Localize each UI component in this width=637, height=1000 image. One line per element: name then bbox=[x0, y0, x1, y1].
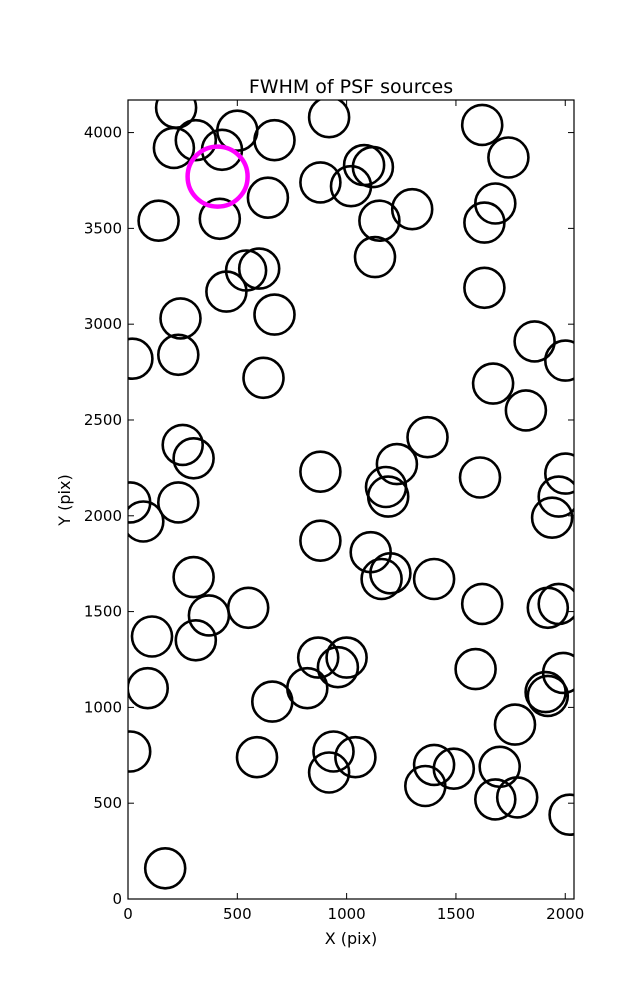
psf-source-marker bbox=[403, 764, 447, 808]
psf-source-marker bbox=[504, 389, 548, 432]
psf-source-marker bbox=[513, 320, 556, 363]
psf-source-marker bbox=[369, 551, 412, 595]
psf-source-marker bbox=[463, 266, 506, 310]
psf-source-marker bbox=[237, 247, 281, 290]
psf-source-marker bbox=[544, 452, 574, 495]
psf-source-marker bbox=[152, 126, 196, 170]
psf-source-marker bbox=[205, 270, 248, 313]
y-tick-label: 2000 bbox=[84, 507, 122, 525]
y-tick-label: 4000 bbox=[84, 124, 122, 142]
psf-source-marker bbox=[253, 293, 296, 336]
psf-source-marker bbox=[242, 356, 285, 400]
psf-source-marker bbox=[253, 118, 296, 162]
psf-source-marker bbox=[172, 436, 215, 480]
y-tick-label: 2500 bbox=[84, 411, 122, 429]
psf-source-marker bbox=[250, 680, 294, 723]
psf-source-marker bbox=[473, 778, 517, 821]
psf-source-marker bbox=[390, 187, 434, 231]
psf-source-marker bbox=[544, 339, 574, 382]
psf-source-marker bbox=[487, 136, 530, 179]
psf-source-marker bbox=[299, 519, 342, 563]
psf-source-marker bbox=[548, 793, 574, 836]
psf-source-marker bbox=[353, 235, 397, 279]
psf-source-marker bbox=[316, 645, 360, 689]
psf-source-marker bbox=[128, 730, 152, 773]
psf-source-marker bbox=[161, 423, 204, 467]
psf-source-marker bbox=[312, 730, 355, 773]
psf-source-marker bbox=[137, 199, 180, 242]
x-tick-label: 1500 bbox=[437, 905, 475, 923]
psf-source-marker bbox=[172, 555, 215, 599]
psf-source-marker bbox=[458, 456, 502, 499]
x-tick-label: 500 bbox=[223, 905, 252, 923]
psf-source-marker bbox=[460, 582, 504, 626]
psf-source-marker bbox=[128, 666, 169, 710]
psf-source-marker bbox=[174, 118, 218, 162]
psf-source-marker bbox=[375, 442, 419, 486]
x-tick-label: 0 bbox=[123, 905, 133, 923]
psf-source-marker bbox=[159, 297, 202, 340]
psf-source-marker bbox=[530, 496, 574, 540]
psf-source-marker bbox=[493, 703, 537, 746]
psf-source-marker bbox=[174, 618, 218, 662]
psf-source-marker bbox=[334, 735, 377, 779]
psf-source-marker bbox=[246, 176, 290, 219]
x-tick-label: 1000 bbox=[328, 905, 366, 923]
psf-source-marker bbox=[128, 337, 154, 380]
highlighted-source-marker bbox=[185, 144, 250, 209]
psf-source-marker bbox=[406, 415, 449, 459]
axis-ticks: 0 500 1000 1500 2000 0 500 1000 1500 2000 2500 3000… bbox=[84, 100, 584, 923]
x-tick-label: 2000 bbox=[546, 905, 584, 923]
psf-source-marker bbox=[471, 362, 515, 405]
psf-source-marker bbox=[358, 199, 401, 242]
psf-source-marker bbox=[526, 674, 570, 718]
psf-source-marker bbox=[157, 481, 200, 524]
x-axis-label: X (pix) bbox=[325, 929, 378, 948]
psf-source-marker bbox=[325, 636, 368, 679]
psf-source-marker bbox=[524, 670, 567, 714]
psf-source-marker bbox=[143, 846, 187, 890]
psf-source-marker bbox=[128, 500, 165, 543]
chart-title: FWHM of PSF sources bbox=[249, 76, 453, 98]
psf-source-marker bbox=[463, 201, 506, 244]
source-markers bbox=[128, 100, 574, 890]
y-tick-label: 1500 bbox=[84, 603, 122, 621]
y-tick-label: 1000 bbox=[84, 698, 122, 716]
psf-source-marker bbox=[296, 636, 340, 679]
y-tick-label: 3500 bbox=[84, 219, 122, 237]
psf-source-marker bbox=[454, 647, 497, 691]
psf-source-marker bbox=[460, 103, 504, 147]
psf-source-marker bbox=[360, 557, 403, 601]
y-tick-label: 3000 bbox=[84, 315, 122, 333]
psf-source-marker bbox=[537, 582, 574, 626]
psf-source-marker bbox=[366, 475, 410, 518]
psf-source-marker bbox=[235, 735, 279, 779]
y-axis-label: Y (pix) bbox=[55, 474, 74, 526]
psf-source-marker bbox=[329, 164, 373, 208]
psf-source-marker bbox=[226, 586, 270, 630]
plot-frame bbox=[127, 99, 575, 900]
psf-source-marker bbox=[495, 776, 539, 819]
psf-source-marker bbox=[299, 161, 342, 204]
psf-source-marker bbox=[307, 100, 351, 139]
psf-source-marker bbox=[537, 475, 574, 518]
psf-source-marker bbox=[412, 557, 456, 601]
psf-source-marker bbox=[307, 751, 351, 794]
psf-source-marker bbox=[299, 450, 342, 494]
y-tick-label: 0 bbox=[112, 890, 122, 908]
psf-source-marker bbox=[187, 594, 231, 637]
psf-source-marker bbox=[130, 615, 174, 658]
y-tick-label: 500 bbox=[93, 794, 122, 812]
psf-source-marker bbox=[157, 333, 200, 377]
psf-source-marker bbox=[412, 743, 456, 787]
psf-source-marker bbox=[198, 197, 242, 241]
